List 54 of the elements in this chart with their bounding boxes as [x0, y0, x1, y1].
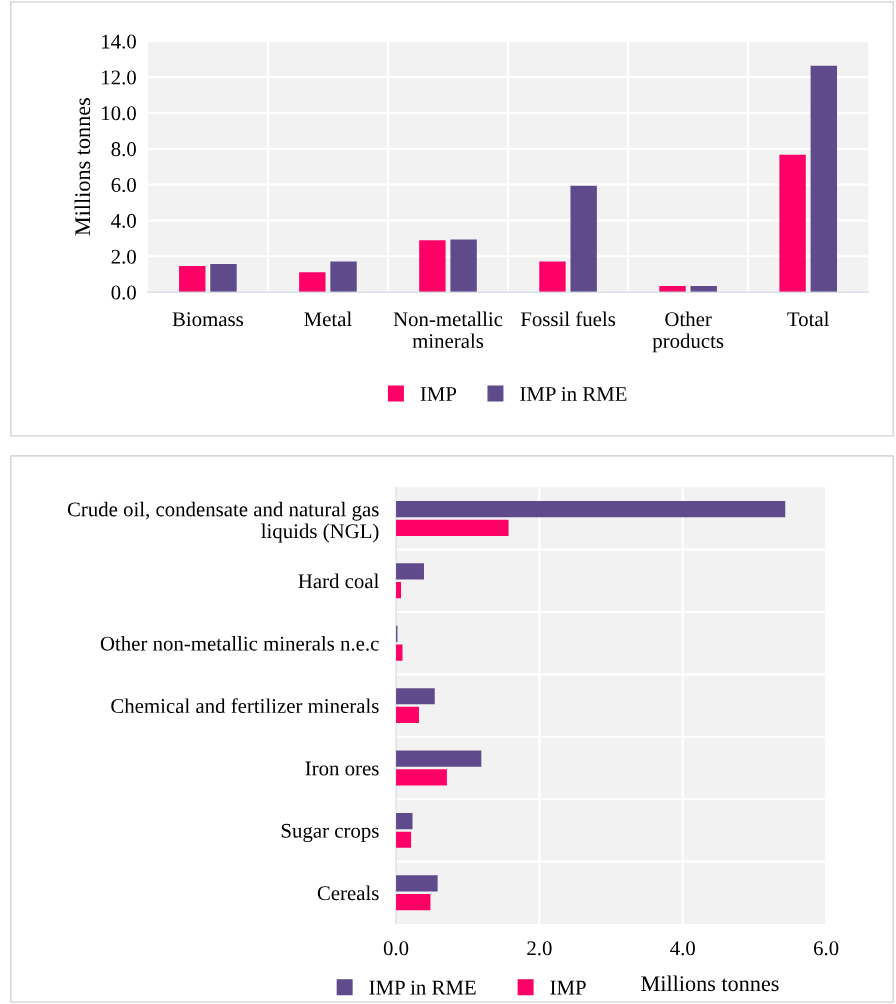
- y-tick-label: 12.0: [102, 70, 136, 85]
- legend-label: IMP: [550, 980, 586, 995]
- y-tick-label: 10.0: [102, 106, 136, 121]
- bar: [396, 812, 413, 830]
- y-tick-label: 4.0: [111, 213, 136, 228]
- bar: [210, 264, 237, 293]
- y-tick-label: Sugar crops: [281, 823, 379, 843]
- y-tick-label: Cereals: [317, 885, 379, 901]
- x-tick-label: 6.0: [813, 941, 839, 956]
- bar: [396, 563, 424, 580]
- y-tick-label: 0.0: [111, 285, 136, 300]
- y-tick-label: 6.0: [111, 177, 136, 193]
- y-tick-label: 8.0: [111, 142, 136, 157]
- x-axis-title: Millions tonnes: [641, 975, 779, 992]
- bar: [396, 519, 509, 536]
- bar: [539, 261, 566, 293]
- bar: [299, 272, 326, 293]
- bar: [570, 185, 597, 293]
- x-tick-label: Metal: [304, 311, 352, 327]
- bar: [396, 750, 482, 767]
- y-tick-label: Hard coal: [298, 573, 379, 589]
- y-tick-label: Other non-metallic minerals n.e.c: [100, 635, 379, 651]
- bar: [396, 688, 435, 705]
- y-tick-label: Crude oil, condensate and natural gas liquids (NGL): [67, 501, 379, 543]
- bar: [690, 286, 717, 293]
- y-tick-label: Chemical and fertilizer minerals: [111, 698, 379, 714]
- x-tick-label: 0.0: [383, 941, 409, 956]
- x-tick-label: 2.0: [527, 941, 552, 956]
- legend-label: IMP: [420, 387, 457, 401]
- y-tick-label: 14.0: [102, 34, 136, 49]
- bar: [810, 65, 838, 293]
- bar: [396, 706, 419, 724]
- legend-label: IMP in RME: [369, 980, 476, 995]
- bar: [396, 500, 786, 518]
- bar: [419, 240, 446, 293]
- x-tick-label: Total: [787, 311, 830, 327]
- y-tick-label: 2.0: [111, 249, 136, 264]
- y-tick-label: Iron ores: [305, 761, 379, 776]
- legend-label: IMP in RME: [520, 387, 627, 401]
- x-tick-label: Non-metallic minerals: [393, 311, 503, 349]
- bar: [779, 154, 806, 293]
- bar: [396, 894, 431, 911]
- x-tick-label: Biomass: [172, 312, 243, 327]
- x-tick-label: Other products: [652, 311, 724, 353]
- bar: [179, 265, 206, 293]
- bar: [330, 261, 357, 293]
- bar: [396, 769, 447, 786]
- y-axis-title: Millions tonnes: [74, 98, 91, 236]
- x-tick-label: Fossil fuels: [520, 311, 616, 327]
- x-tick-label: 4.0: [670, 941, 695, 956]
- bar: [396, 875, 438, 892]
- bar: [659, 286, 686, 293]
- bar: [450, 239, 477, 293]
- bar: [396, 831, 412, 848]
